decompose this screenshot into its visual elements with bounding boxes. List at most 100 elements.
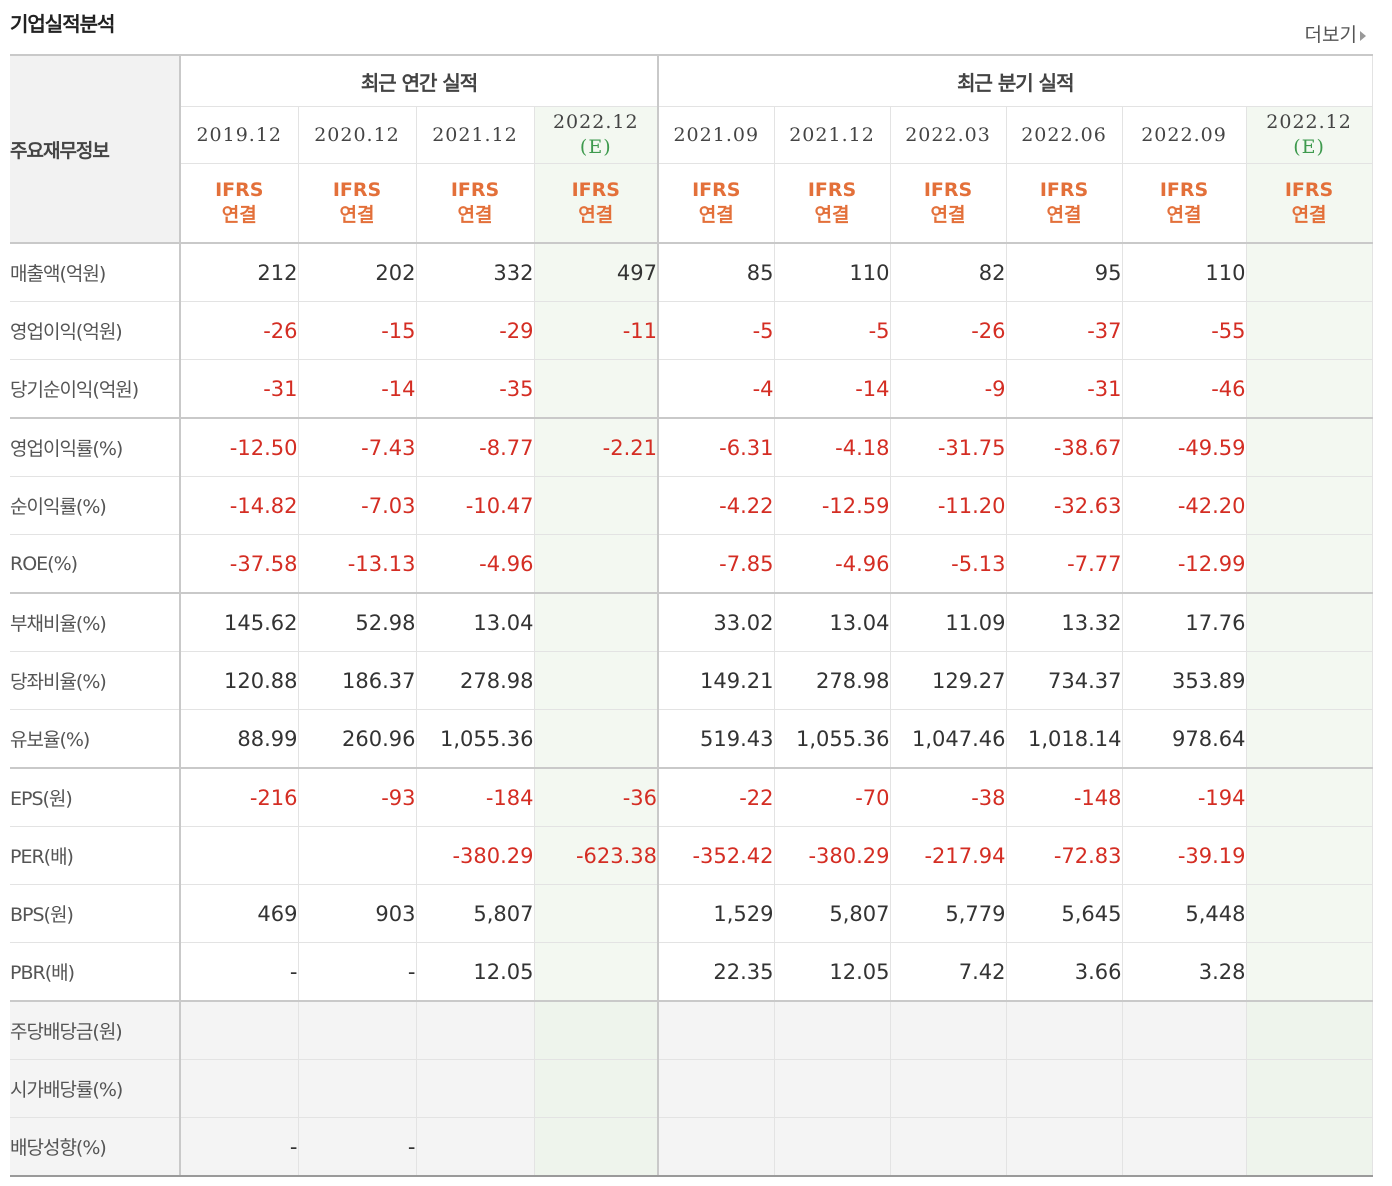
value-cell: -37	[1006, 301, 1123, 360]
value-cell: 212	[180, 243, 299, 302]
value-cell: -14	[298, 359, 417, 419]
row-label: 당좌비율(%)	[10, 651, 181, 710]
basis-consolidation: 연결	[221, 204, 257, 226]
period-date: 2022.03	[905, 123, 991, 146]
value-cell: -352.42	[658, 826, 775, 885]
table-row: 당좌비율(%) 120.88 186.37 278.98 149.21 278.98 129…	[10, 651, 1373, 710]
value-cell: -38	[890, 768, 1007, 827]
period-header: 2022.03	[890, 106, 1007, 164]
row-label: 순이익률(%)	[10, 476, 181, 535]
value-cell	[534, 534, 660, 594]
basis-standard: IFRS	[215, 179, 264, 201]
period-date: 2020.12	[314, 123, 400, 146]
value-cell: -7.43	[298, 418, 417, 477]
value-cell	[534, 884, 660, 943]
value-cell: 85	[658, 243, 775, 302]
value-cell: -49.59	[1122, 418, 1247, 477]
value-cell: -14.82	[180, 476, 299, 535]
value-cell: 903	[298, 884, 417, 943]
value-cell: -32.63	[1006, 476, 1123, 535]
value-cell: 120.88	[180, 651, 299, 710]
basis-header: IFRS 연결	[1246, 163, 1373, 244]
basis-standard: IFRS	[692, 179, 741, 201]
value-cell: -70	[774, 768, 891, 827]
value-cell: -39.19	[1122, 826, 1247, 885]
quarterly-group-header: 최근 분기 실적	[658, 54, 1373, 107]
value-cell	[534, 1001, 660, 1060]
more-label: 더보기	[1304, 24, 1357, 46]
period-date: 2021.09	[673, 123, 760, 146]
value-cell: -12.59	[774, 476, 891, 535]
value-cell	[298, 1059, 417, 1118]
basis-consolidation: 연결	[1046, 204, 1082, 226]
value-cell	[1006, 1059, 1123, 1118]
period-header: 2021.12	[774, 106, 891, 164]
value-cell	[1246, 942, 1373, 1002]
value-cell: -22	[658, 768, 775, 827]
value-cell: 11.09	[890, 593, 1007, 652]
value-cell	[1246, 1117, 1373, 1177]
basis-consolidation: 연결	[457, 204, 493, 226]
value-cell: 353.89	[1122, 651, 1247, 710]
period-date: 2019.12	[196, 123, 283, 146]
value-cell: 1,055.36	[774, 709, 891, 769]
value-cell: -	[180, 1117, 299, 1177]
table-row: ROE(%) -37.58 -13.13 -4.96 -7.85 -4.96 -5.13 -7…	[10, 534, 1373, 594]
value-cell: -7.77	[1006, 534, 1123, 594]
basis-consolidation: 연결	[578, 204, 614, 226]
value-cell: -4.22	[658, 476, 775, 535]
period-date: 2021.12	[789, 123, 875, 146]
value-cell	[298, 826, 417, 885]
more-link[interactable]: 더보기	[1305, 20, 1366, 47]
value-cell	[1122, 1059, 1247, 1118]
table-row: 순이익률(%) -14.82 -7.03 -10.47 -4.22 -12.59 -11.2…	[10, 476, 1373, 535]
value-cell: -217.94	[890, 826, 1007, 885]
value-cell: 5,807	[774, 884, 891, 943]
value-cell	[180, 1059, 299, 1118]
basis-standard: IFRS	[571, 179, 620, 201]
value-cell: -5	[774, 301, 891, 360]
value-cell: 13.04	[416, 593, 535, 652]
row-label: 영업이익(억원)	[10, 301, 181, 360]
corner-header: 주요재무정보	[10, 54, 181, 244]
value-cell: 1,047.46	[890, 709, 1007, 769]
basis-header: IFRS 연결	[658, 163, 775, 244]
value-cell	[416, 1059, 535, 1118]
value-cell: 260.96	[298, 709, 417, 769]
period-header: 2022.12 (E)	[1246, 106, 1373, 164]
value-cell: -216	[180, 768, 299, 827]
value-cell	[1122, 1001, 1247, 1060]
value-cell: -4	[658, 359, 775, 419]
value-cell: -37.58	[180, 534, 299, 594]
value-cell: 202	[298, 243, 417, 302]
value-cell	[658, 1001, 775, 1060]
period-date: 2022.12	[552, 111, 639, 133]
value-cell: 13.04	[774, 593, 891, 652]
value-cell: 13.32	[1006, 593, 1123, 652]
value-cell: 1,018.14	[1006, 709, 1123, 769]
value-cell	[774, 1001, 891, 1060]
value-cell: 52.98	[298, 593, 417, 652]
value-cell	[1246, 826, 1373, 885]
value-cell: -7.85	[658, 534, 775, 594]
basis-consolidation: 연결	[339, 204, 375, 226]
value-cell: 17.76	[1122, 593, 1247, 652]
value-cell: 1,055.36	[416, 709, 535, 769]
value-cell: -55	[1122, 301, 1247, 360]
table-row: 매출액(억원) 212 202 332 497 85 110 82 95 110	[10, 243, 1373, 302]
basis-standard: IFRS	[1159, 179, 1209, 201]
value-cell	[1246, 1059, 1373, 1118]
basis-standard: IFRS	[450, 179, 500, 201]
value-cell: 978.64	[1122, 709, 1247, 769]
value-cell: 519.43	[658, 709, 775, 769]
value-cell: -12.50	[180, 418, 299, 477]
value-cell: -6.31	[658, 418, 775, 477]
value-cell	[534, 359, 660, 419]
value-cell	[416, 1117, 535, 1177]
value-cell: -29	[416, 301, 535, 360]
table-row: PBR(배) - -12.05 22.35 12.05 7.42 3.66 3.28	[10, 942, 1373, 1002]
basis-header: IFRS 연결	[890, 163, 1007, 244]
value-cell: -35	[416, 359, 535, 419]
table-row: 당기순이익(억원) -31 -14 -35 -4 -14 -9 -31 -46	[10, 359, 1373, 419]
value-cell: -4.96	[416, 534, 535, 594]
